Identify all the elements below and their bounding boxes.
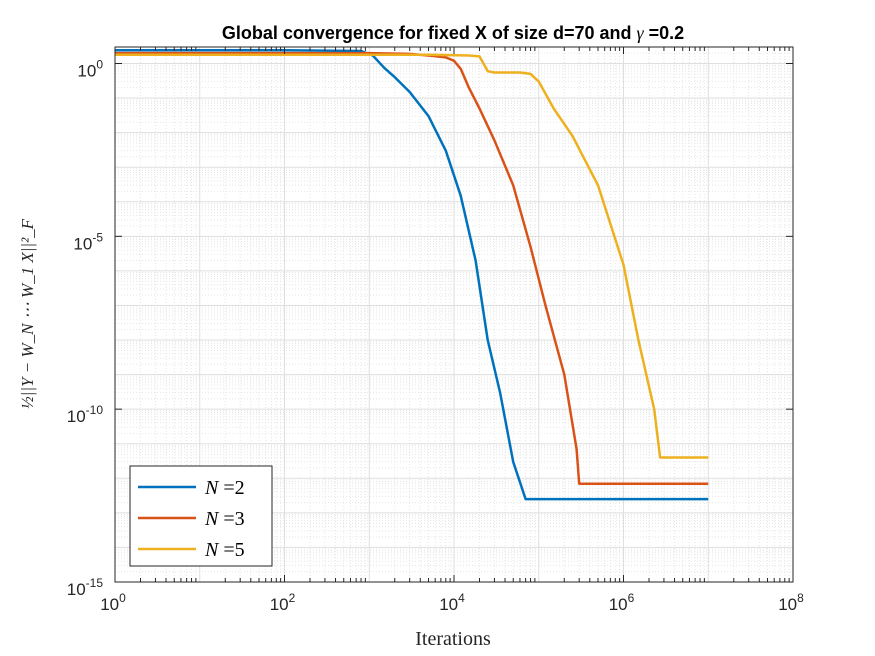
y-axis-label: ½||Y − W_N ⋯ W_1 X||²_F xyxy=(18,218,37,409)
legend-box xyxy=(129,465,273,567)
x-tick-label: 106 xyxy=(609,591,635,614)
x-tick-label: 102 xyxy=(270,591,296,614)
x-tick-label: 104 xyxy=(439,591,465,614)
y-tick-label: 10-5 xyxy=(73,230,103,253)
tick-labels: 100 102 104 106 108 10-15 10-10 10-5 100 xyxy=(67,57,804,614)
tick-marks xyxy=(114,47,794,583)
legend-label: N =2 xyxy=(204,477,245,499)
y-tick-label: 10-10 xyxy=(67,403,104,426)
y-tick-label: 100 xyxy=(77,57,103,80)
major-grid xyxy=(115,47,793,582)
legend: N =2 N =3 N =5 xyxy=(129,465,273,567)
x-tick-label: 100 xyxy=(100,591,126,614)
series-layer xyxy=(115,49,709,501)
legend-label: N =5 xyxy=(204,539,245,561)
chart-title: Global convergence for fixed X of size d… xyxy=(222,23,684,43)
series-line-n3 xyxy=(115,53,709,459)
y-tick-label: 10-15 xyxy=(67,576,104,599)
legend-label: N =3 xyxy=(204,508,245,530)
x-tick-label: 108 xyxy=(778,591,804,614)
x-axis-label: Iterations xyxy=(415,628,491,650)
